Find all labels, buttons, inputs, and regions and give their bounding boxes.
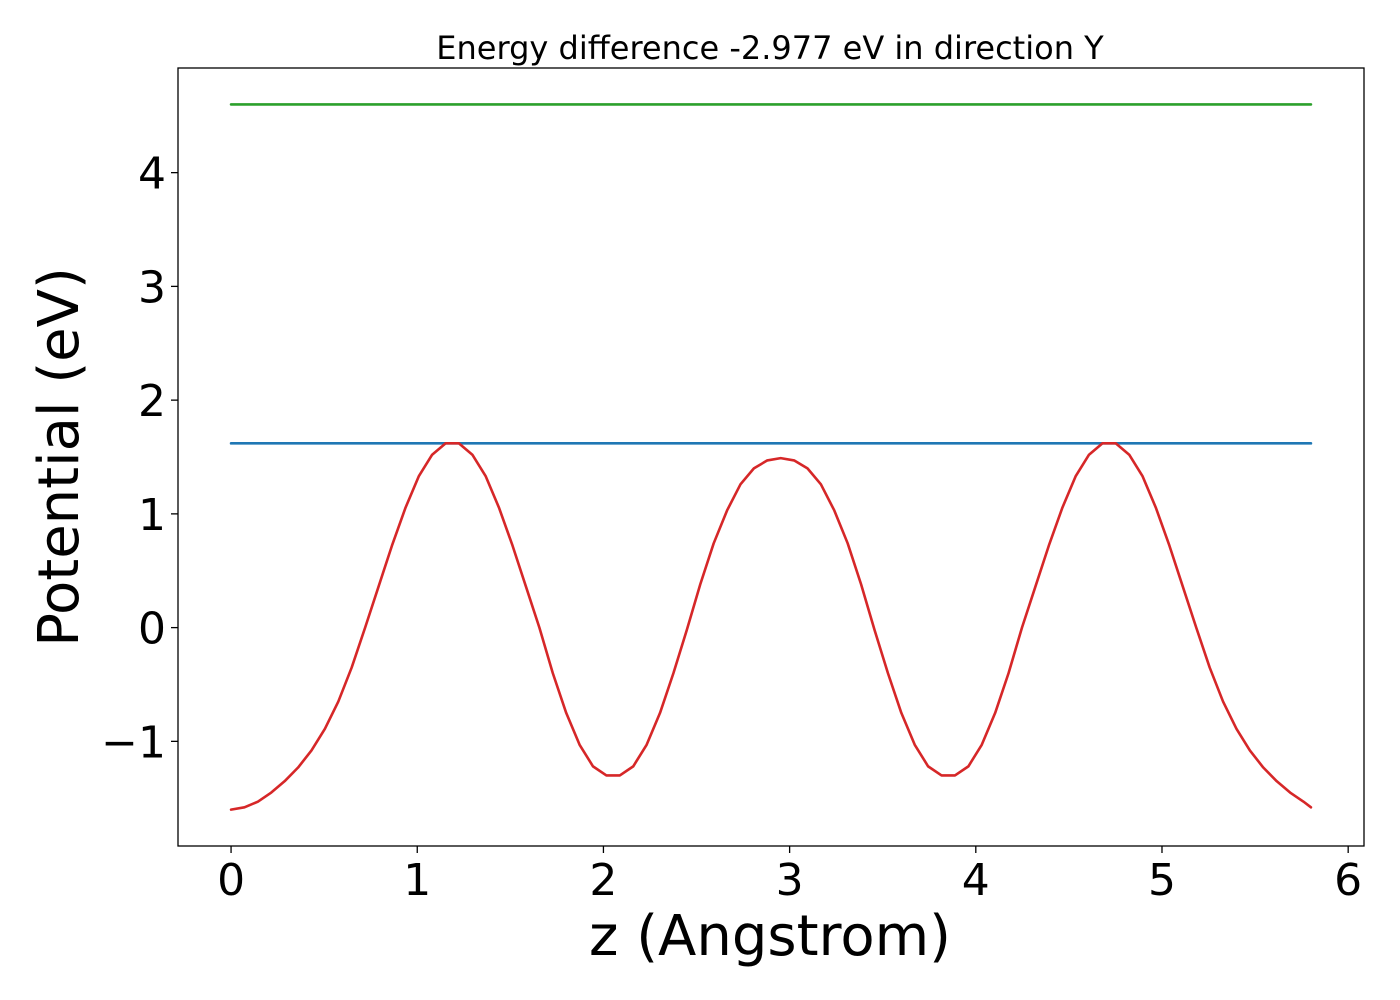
y-axis-label: Potential (eV) <box>27 267 92 647</box>
x-tick-label: 0 <box>217 855 245 906</box>
y-tick-label: 1 <box>138 490 166 541</box>
chart-title: Energy difference -2.977 eV in direction… <box>436 29 1104 67</box>
y-tick-label: 0 <box>138 604 166 655</box>
x-tick-label: 3 <box>776 855 804 906</box>
x-axis-label: z (Angstrom) <box>589 904 951 969</box>
y-tick-label: 3 <box>138 262 166 313</box>
plot-frame <box>177 67 1365 847</box>
x-tick-label: 5 <box>1148 855 1176 906</box>
y-tick-label: 4 <box>138 149 166 200</box>
x-axis-ticks: 0 1 2 3 4 5 6 <box>217 846 1362 906</box>
x-tick-label: 1 <box>403 855 431 906</box>
y-tick-label: −1 <box>101 717 166 768</box>
plot-area <box>229 103 1313 811</box>
x-tick-label: 6 <box>1334 855 1362 906</box>
y-tick-label: 2 <box>138 376 166 427</box>
x-tick-label: 2 <box>589 855 617 906</box>
series-line-0 <box>229 442 1313 811</box>
y-axis-ticks: −1 0 1 2 3 4 <box>101 149 178 768</box>
x-tick-label: 4 <box>962 855 990 906</box>
